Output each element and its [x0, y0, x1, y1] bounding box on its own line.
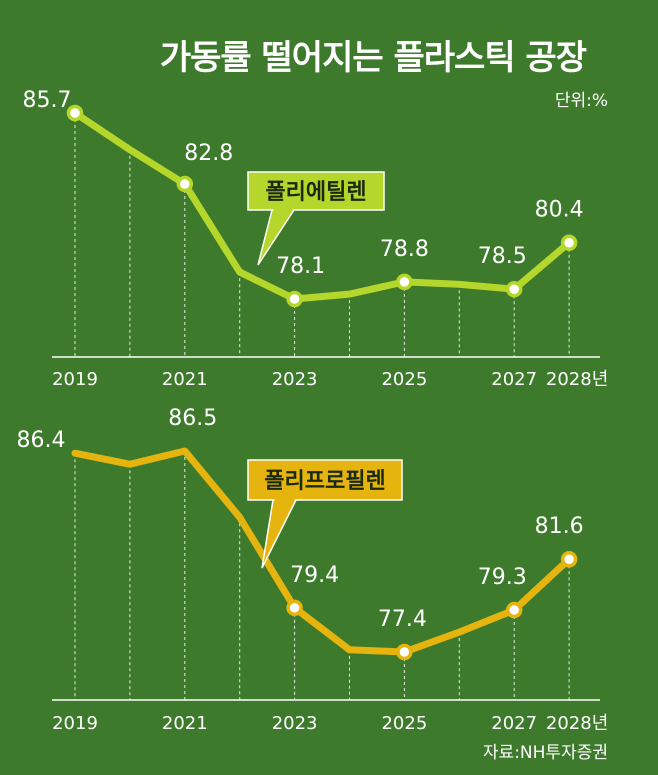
- data-point-0-2027: [505, 280, 523, 298]
- data-label-1-2025: 77.4: [378, 607, 427, 632]
- data-label-0-2021: 82.8: [184, 141, 233, 166]
- data-point-0-2021: [176, 175, 194, 193]
- x-tick-label-1-2019: 2019: [52, 713, 98, 734]
- x-tick-label-1-2025: 2025: [381, 713, 427, 734]
- data-point-0-2025: [396, 273, 413, 291]
- x-tick-label-0-2021: 2021: [162, 369, 208, 390]
- unit-label: 단위:%: [554, 91, 608, 111]
- x-tick-label-0-2023: 2023: [272, 369, 318, 390]
- x-tick-label-0-2027: 2027: [491, 369, 537, 390]
- data-point-0-2028: [560, 234, 578, 251]
- data-label-0-2025: 78.8: [380, 237, 429, 262]
- data-point-1-2025: [396, 643, 413, 661]
- series-line-0: [71, 109, 573, 303]
- callout-pointer-1: [261, 499, 298, 569]
- data-label-1-2021: 86.5: [168, 406, 217, 431]
- legend-series-name-0: 폴리에틸렌: [265, 180, 366, 205]
- data-label-1-2023: 79.4: [290, 563, 339, 588]
- series-line-1: [71, 447, 573, 656]
- data-label-0-2023: 78.1: [276, 254, 325, 279]
- legend-series-name-1: 폴리프로필렌: [264, 469, 385, 494]
- data-label-1-2027: 79.3: [478, 565, 527, 590]
- x-tick-label-0-2019: 2019: [52, 369, 98, 390]
- x-tick-label-1-2023: 2023: [272, 713, 318, 734]
- data-point-0-2019: [66, 104, 84, 122]
- data-point-1-2028: [560, 550, 578, 568]
- x-tick-label-1-2028: 2028년: [546, 713, 608, 734]
- data-point-1-2027: [505, 601, 523, 619]
- source-label: 자료:NH투자증권: [482, 743, 608, 763]
- chart-title: 가동률 떨어지는 플라스틱 공장: [159, 38, 587, 78]
- callout-box-1: [247, 459, 403, 501]
- x-tick-label-0-2025: 2025: [381, 369, 427, 390]
- x-tick-label-1-2027: 2027: [491, 713, 537, 734]
- data-point-0-2023: [286, 290, 303, 308]
- callout-box-0: [247, 171, 385, 211]
- callout-joint-1: [274, 498, 295, 502]
- data-label-0-2028: 80.4: [535, 198, 584, 223]
- data-label-0-2019: 85.7: [23, 88, 72, 113]
- callout-joint-0: [273, 208, 293, 212]
- x-tick-label-1-2021: 2021: [162, 713, 208, 734]
- data-label-0-2027: 78.5: [478, 244, 527, 269]
- data-label-1-2028: 81.6: [535, 514, 584, 539]
- data-point-1-2023: [286, 599, 303, 617]
- x-tick-label-0-2028: 2028년: [546, 369, 608, 390]
- data-label-1-2019: 86.4: [17, 428, 66, 453]
